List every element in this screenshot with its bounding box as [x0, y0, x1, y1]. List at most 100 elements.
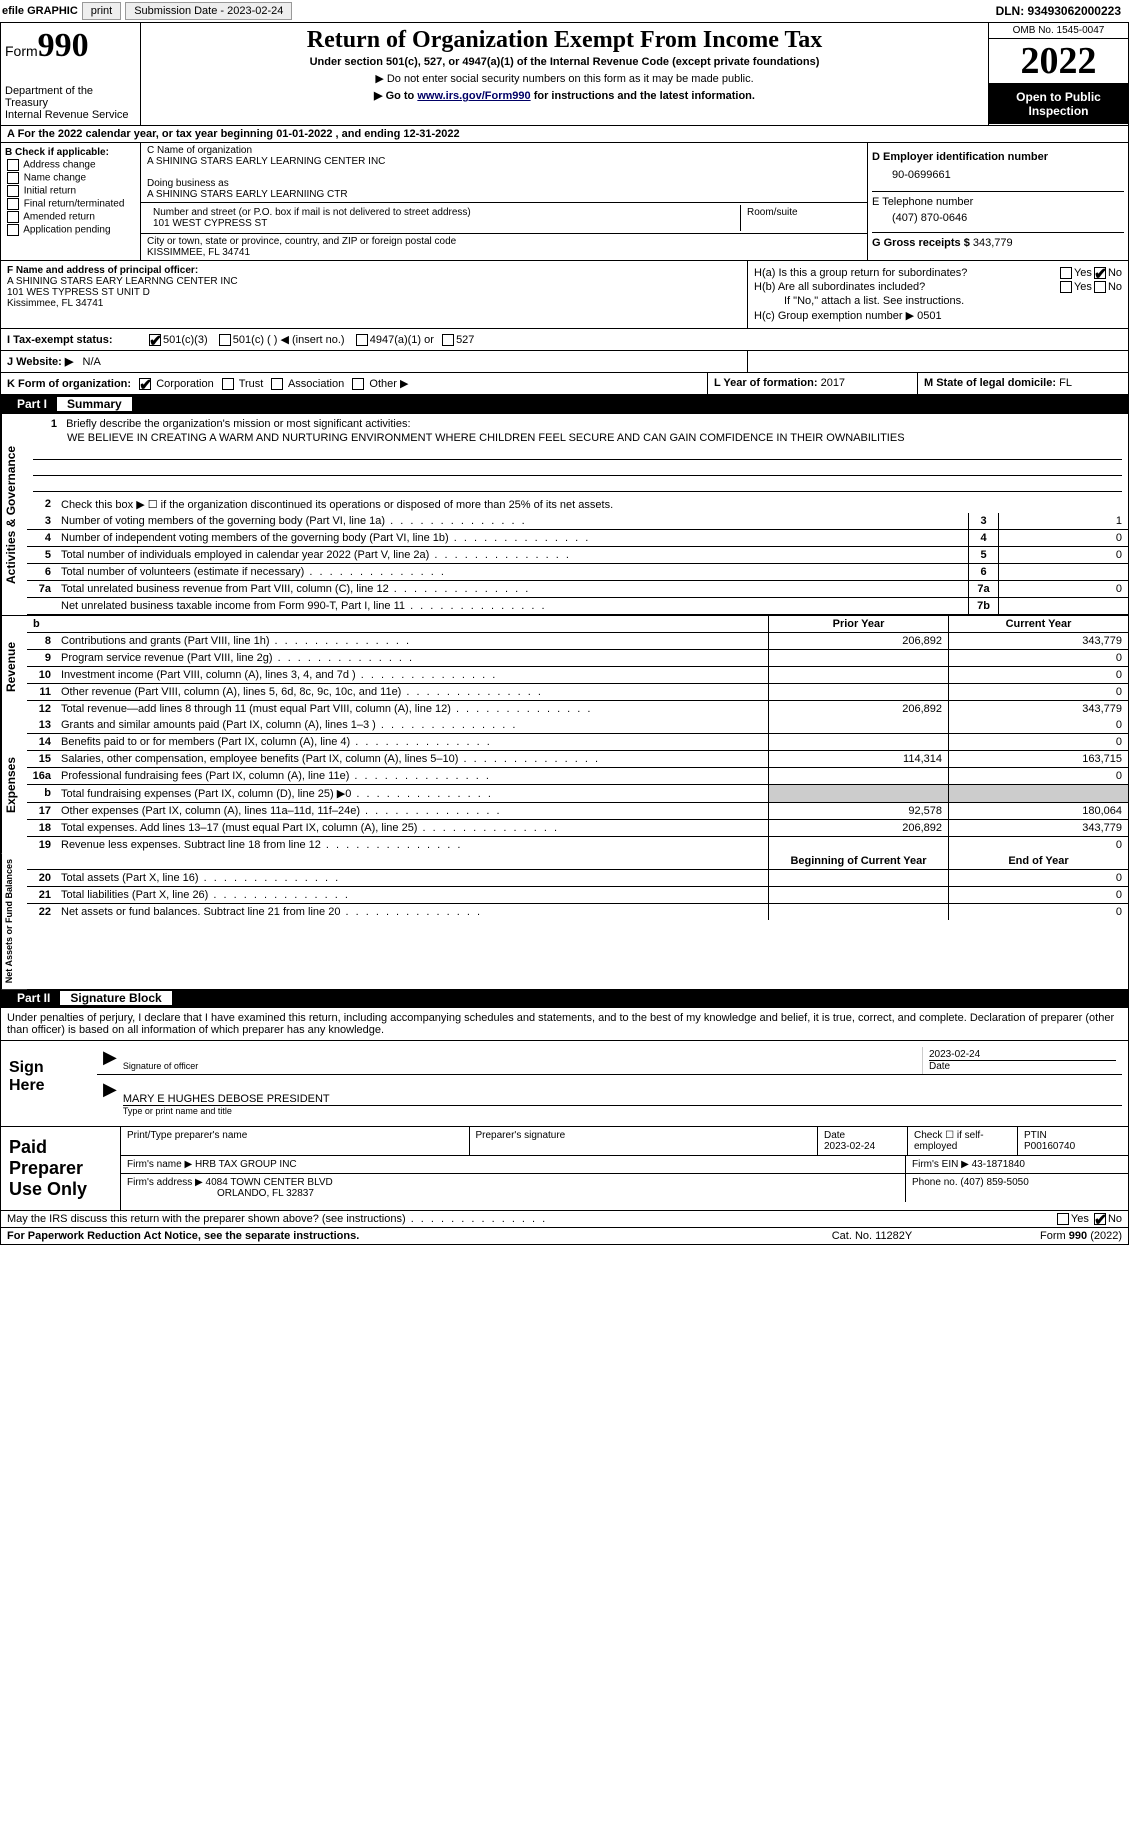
k-corp[interactable]: [139, 378, 151, 390]
discuss-no[interactable]: [1094, 1213, 1106, 1225]
omb-number: OMB No. 1545-0047: [989, 23, 1128, 39]
part2-title: Signature Block: [60, 991, 171, 1005]
no-label2: No: [1108, 281, 1122, 293]
col-b-title: B Check if applicable:: [5, 147, 136, 158]
row-k: K Form of organization: Corporation Trus…: [1, 373, 1128, 395]
l2-text: Check this box ▶ ☐ if the organization d…: [57, 496, 1128, 513]
paperwork-notice: For Paperwork Reduction Act Notice, see …: [7, 1230, 772, 1242]
data-line: 9Program service revenue (Part VIII, lin…: [27, 650, 1128, 667]
begin-year-label: Beginning of Current Year: [768, 853, 948, 869]
line2: 2 Check this box ▶ ☐ if the organization…: [27, 496, 1128, 513]
chk-amended[interactable]: Amended return: [5, 211, 136, 223]
form-link-row: ▶ Go to www.irs.gov/Form990 for instruct…: [145, 89, 984, 102]
i-opt1: 501(c) ( ) ◀ (insert no.): [233, 333, 345, 346]
summary-line: 5Total number of individuals employed in…: [27, 547, 1128, 564]
col-f: F Name and address of principal officer:…: [1, 261, 748, 328]
link-pre: ▶ Go to: [374, 90, 417, 102]
header-left: Form990 Department of the Treasury Inter…: [1, 23, 141, 125]
rev-header: b Prior Year Current Year: [27, 616, 1128, 633]
col-d: D Employer identification number 90-0699…: [868, 143, 1128, 260]
no-label: No: [1108, 267, 1122, 279]
i-501c3[interactable]: [149, 334, 161, 346]
ha-no[interactable]: [1094, 267, 1106, 279]
k-assoc[interactable]: [271, 378, 283, 390]
chk-pending[interactable]: Application pending: [5, 224, 136, 236]
chk-address[interactable]: Address change: [5, 159, 136, 171]
f-street: 101 WES TYPRESS ST UNIT D: [7, 287, 741, 298]
phone-label: Phone no.: [912, 1177, 958, 1188]
city-value: KISSIMMEE, FL 34741: [147, 247, 861, 258]
chk-initial[interactable]: Initial return: [5, 185, 136, 197]
row-a: A For the 2022 calendar year, or tax yea…: [1, 126, 1128, 143]
prep-date-label: Date: [824, 1130, 845, 1141]
k-other[interactable]: [352, 378, 364, 390]
summary-line: 7aTotal unrelated business revenue from …: [27, 581, 1128, 598]
m-label: M State of legal domicile:: [924, 377, 1056, 389]
ha-yes[interactable]: [1060, 267, 1072, 279]
hb-yes[interactable]: [1060, 281, 1072, 293]
chk-name[interactable]: Name change: [5, 172, 136, 184]
no-label3: No: [1108, 1213, 1122, 1225]
part2-num: Part II: [7, 991, 60, 1005]
i-527[interactable]: [442, 334, 454, 346]
j-label: J Website: ▶: [7, 356, 73, 368]
gross-label: G Gross receipts $: [872, 237, 970, 249]
room-label: Room/suite: [741, 205, 861, 231]
f-label: F Name and address of principal officer:: [7, 265, 741, 276]
paid-preparer-block: Paid Preparer Use Only Print/Type prepar…: [1, 1127, 1128, 1211]
data-line: 20Total assets (Part X, line 16)0: [27, 870, 1128, 887]
irs-link[interactable]: www.irs.gov/Form990: [417, 90, 530, 102]
form-word: Form: [5, 43, 38, 59]
i-4947[interactable]: [356, 334, 368, 346]
firm-addr-label: Firm's address ▶: [127, 1177, 203, 1188]
i-opt3: 527: [456, 334, 474, 346]
org-name-label: C Name of organization: [147, 145, 861, 156]
header-middle: Return of Organization Exempt From Incom…: [141, 23, 988, 125]
summary-line: 4Number of independent voting members of…: [27, 530, 1128, 547]
end-year-label: End of Year: [948, 853, 1128, 869]
k-trust[interactable]: [222, 378, 234, 390]
sig-date: 2023-02-24: [929, 1049, 1116, 1060]
side-expenses: Expenses: [1, 717, 27, 853]
f-city: Kissimmee, FL 34741: [7, 298, 741, 309]
k-opt0: Corporation: [156, 378, 213, 390]
chk-name-label: Name change: [24, 173, 86, 184]
discuss-yes[interactable]: [1057, 1213, 1069, 1225]
chk-amended-label: Amended return: [23, 212, 95, 223]
l1-text: WE BELIEVE IN CREATING A WARM AND NURTUR…: [33, 432, 1122, 444]
ptin-label: PTIN: [1024, 1130, 1047, 1141]
form-header: Form990 Department of the Treasury Inter…: [1, 23, 1128, 126]
data-line: 16aProfessional fundraising fees (Part I…: [27, 768, 1128, 785]
form-subtitle: Under section 501(c), 527, or 4947(a)(1)…: [145, 56, 984, 68]
print-button[interactable]: print: [82, 2, 121, 20]
city-cell: City or town, state or province, country…: [141, 234, 867, 260]
act-gov-section: Activities & Governance 1 Briefly descri…: [1, 414, 1128, 615]
officer-label: Type or print name and title: [123, 1105, 1122, 1116]
form-title: Return of Organization Exempt From Incom…: [145, 27, 984, 54]
form-note1: ▶ Do not enter social security numbers o…: [145, 72, 984, 85]
check-if-self: Check ☐ if self-employed: [908, 1127, 1018, 1155]
f-name: A SHINING STARS EARY LEARNNG CENTER INC: [7, 276, 741, 287]
part1-header: Part I Summary: [1, 395, 1128, 414]
chk-final[interactable]: Final return/terminated: [5, 198, 136, 210]
row-fh: F Name and address of principal officer:…: [1, 261, 1128, 329]
tel-value: (407) 870-0646: [872, 208, 1124, 228]
side-net-assets: Net Assets or Fund Balances: [1, 853, 27, 989]
l-label: L Year of formation:: [714, 377, 818, 389]
yes-label: Yes: [1074, 267, 1092, 279]
data-line: 17Other expenses (Part IX, column (A), l…: [27, 803, 1128, 820]
dln-label: DLN: 93493062000223: [996, 4, 1127, 18]
data-line: 11Other revenue (Part VIII, column (A), …: [27, 684, 1128, 701]
hb-note: If "No," attach a list. See instructions…: [754, 295, 1122, 307]
street-value: 101 WEST CYPRESS ST: [153, 218, 734, 229]
form-number: 990: [38, 27, 89, 64]
submission-date-button[interactable]: Submission Date - 2023-02-24: [125, 2, 292, 20]
cat-no: Cat. No. 11282Y: [772, 1230, 972, 1242]
l1-label: Briefly describe the organization's miss…: [66, 418, 410, 430]
hb-no[interactable]: [1094, 281, 1106, 293]
discuss-row: May the IRS discuss this return with the…: [1, 1211, 1128, 1228]
i-501c[interactable]: [219, 334, 231, 346]
i-opt0: 501(c)(3): [163, 334, 208, 346]
data-line: 22Net assets or fund balances. Subtract …: [27, 904, 1128, 920]
sign-here-block: Sign Here ▶ Signature of officer 2023-02…: [1, 1041, 1128, 1127]
